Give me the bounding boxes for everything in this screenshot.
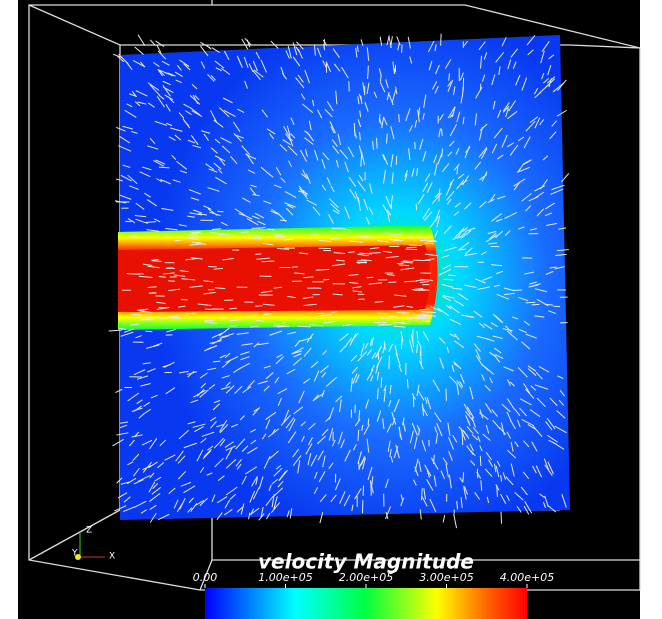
vector-glyph bbox=[422, 312, 436, 313]
viewport: Z Y X velocity Magnitude 0.00 1.00e+05 2.0… bbox=[0, 0, 662, 619]
vector-glyph bbox=[298, 326, 311, 327]
vector-glyph bbox=[376, 138, 377, 149]
vector-glyph bbox=[406, 249, 417, 250]
vector-glyph bbox=[255, 306, 262, 307]
vector-glyph bbox=[168, 281, 175, 282]
vector-glyph bbox=[145, 331, 152, 332]
axis-z-label: Z bbox=[86, 526, 92, 536]
vector-glyph bbox=[532, 304, 540, 305]
vector-glyph bbox=[249, 235, 260, 236]
vector-glyph bbox=[130, 236, 138, 237]
vector-glyph bbox=[497, 485, 498, 497]
vector-glyph bbox=[375, 302, 384, 303]
vector-glyph bbox=[396, 156, 397, 165]
vector-glyph bbox=[369, 253, 381, 254]
colorbar-tick-label: 4.00e+05 bbox=[500, 571, 554, 584]
vector-glyph bbox=[404, 281, 417, 282]
vector-glyph bbox=[387, 133, 388, 143]
vector-glyph bbox=[460, 249, 466, 250]
vector-glyph bbox=[313, 288, 321, 289]
vector-glyph bbox=[378, 388, 379, 399]
vector-glyph bbox=[501, 512, 502, 524]
vector-glyph bbox=[388, 282, 396, 283]
vector-glyph bbox=[361, 154, 362, 167]
vector-glyph bbox=[448, 275, 456, 276]
colorbar-tick-label: 0.00 bbox=[193, 571, 218, 584]
vector-glyph bbox=[402, 313, 409, 314]
vector-glyph bbox=[399, 265, 409, 266]
vector-glyph bbox=[441, 34, 442, 46]
colorbar bbox=[205, 588, 527, 619]
vector-glyph bbox=[331, 312, 337, 313]
axis-y-label: Y bbox=[71, 549, 78, 559]
vector-glyph bbox=[368, 419, 369, 425]
vector-glyph bbox=[526, 302, 536, 303]
colorbar-tick-label: 1.00e+05 bbox=[258, 571, 312, 584]
colorbar-tick-label: 3.00e+05 bbox=[419, 571, 473, 584]
vector-glyph bbox=[416, 204, 417, 210]
vector-glyph bbox=[425, 243, 434, 244]
vector-glyph bbox=[480, 456, 481, 466]
vector-glyph bbox=[192, 242, 201, 243]
axis-x-label: X bbox=[109, 552, 115, 562]
vector-glyph bbox=[368, 66, 369, 79]
vector-glyph bbox=[399, 114, 400, 122]
vector-glyph bbox=[274, 326, 286, 327]
vector-glyph bbox=[127, 274, 140, 275]
colorbar-title: velocity Magnitude bbox=[258, 550, 474, 574]
colorbar-tick-label: 2.00e+05 bbox=[339, 571, 393, 584]
vector-glyph bbox=[152, 261, 162, 262]
